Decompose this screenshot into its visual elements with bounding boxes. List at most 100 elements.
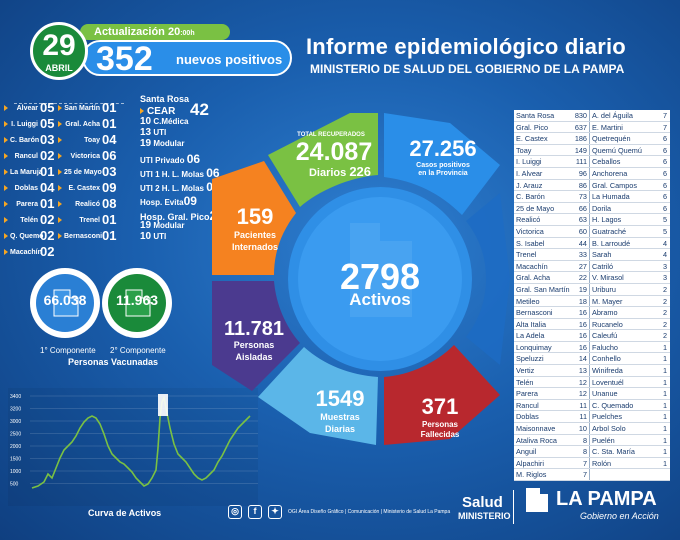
table-cell-name: Toay (516, 145, 532, 155)
locality-name: Macachín (10, 248, 42, 256)
locality-row: La Maruja01 (4, 164, 54, 180)
locality-name: Victorica (70, 152, 100, 160)
vaccine-first-circle: 66.038 (30, 268, 100, 338)
uti-privado-value: 06 (186, 152, 201, 166)
locality-value: 04 (102, 132, 117, 147)
table-row: M. Riglos 7 (514, 469, 670, 481)
table-cell-value: 11 (572, 411, 590, 423)
active-curve-chart: 3400 3200 3000 2500 2000 1500 1000 500 (8, 388, 258, 506)
table-row: Lonquimay 16 Falucho 1 (514, 341, 670, 354)
positives-label-1: Casos positivos (416, 162, 470, 169)
locality-value: 09 (102, 180, 117, 195)
breakdown-label: UTI (153, 232, 167, 241)
locality-name: San Martín (64, 104, 100, 112)
table-cell-value: 1 (662, 458, 667, 468)
pico-breakdown-line: 19 Modular (140, 220, 184, 231)
table-cell-name: Vertiz (516, 366, 535, 376)
locality-name: La Maruja (10, 168, 43, 176)
date-month: ABRIL (45, 63, 73, 73)
table-row: Telén 12 Loventuél 1 (514, 376, 670, 389)
date-day: 29 (42, 29, 76, 62)
table-cell-value: 16 (572, 318, 590, 330)
locality-name: Telén (20, 216, 38, 224)
table-row: Rancul 11 C. Quemado 1 (514, 399, 670, 412)
y-tick-label: 1000 (10, 469, 21, 475)
locality-row: Realicó 08 (58, 196, 116, 212)
table-row: 25 de Mayo 66 Dorila 6 (514, 202, 670, 215)
table-row: Speluzzi 14 Conhello 1 (514, 353, 670, 366)
deceased-value: 371 (421, 394, 459, 419)
table-cell-name: Speluzzi (516, 354, 544, 364)
table-cell-value: 6 (662, 145, 667, 155)
table-cell-value: 96 (572, 167, 590, 179)
update-time-bar: Actualización 20:00h (80, 24, 230, 40)
facebook-icon[interactable]: f (248, 505, 262, 519)
cear-breakdown-line: 19 Modular (140, 138, 184, 149)
cear-breakdown-line: 10 C.Médica (140, 116, 188, 127)
table-cell-name: V. Mirasol (592, 273, 624, 283)
locality-name: Gral. Acha (65, 120, 100, 128)
divider (64, 103, 124, 104)
table-cell-name: Lonquimay (516, 342, 552, 352)
vaccine-first-value: 66.038 (43, 292, 87, 308)
table-cell-value: 6 (662, 192, 667, 202)
table-cell-name: La Adela (516, 331, 545, 341)
arrow-icon (58, 153, 62, 159)
table-cell-value: 1 (662, 342, 667, 352)
twitter-icon[interactable]: ✦ (268, 505, 282, 519)
table-cell-name: Abramo (592, 308, 618, 318)
arrow-icon (4, 249, 8, 255)
table-cell-value: 7 (662, 111, 667, 120)
locality-name: Trenel (79, 216, 100, 224)
table-cell-name: H. Lagos (592, 215, 622, 225)
table-cell-value: 12 (572, 376, 590, 388)
table-cell-name: Guatraché (592, 226, 627, 236)
table-cell-name: 25 de Mayo (516, 203, 555, 213)
table-cell-name: C. Sta. María (592, 447, 635, 457)
table-cell-value: 6 (662, 134, 667, 144)
table-cell-value: 6 (662, 168, 667, 178)
table-cell-name: Gral. Pico (516, 122, 549, 132)
ministerio-label: MINISTERIO (458, 511, 511, 521)
table-cell-name: Anguil (516, 447, 537, 457)
table-row: I. Luiggi 111 Ceballos 6 (514, 156, 670, 168)
locality-name: Realicó (75, 200, 100, 208)
table-cell-value: 8 (572, 434, 590, 446)
recovered-label: TOTAL RECUPERADOS (297, 132, 365, 138)
new-positives-bar: 352 nuevos positivos (82, 40, 292, 76)
table-cell-name: Loventuél (592, 377, 624, 387)
table-cell-name: Telén (516, 377, 534, 387)
hosp-pico-label: Hosp. Gral. Pico (140, 212, 210, 222)
daily-value: 226 (349, 164, 372, 179)
y-tick-label: 2000 (10, 444, 21, 450)
locality-value: 01 (102, 116, 117, 131)
page-subtitle: MINISTERIO DE SALUD DEL GOBIERNO DE LA P… (310, 62, 625, 76)
table-cell-name: I. Luiggi (516, 157, 542, 167)
hosp-evita: Hosp. Evita09 (140, 194, 197, 208)
y-tick-label: 3000 (10, 419, 21, 425)
table-cell-name: I. Alvear (516, 168, 543, 178)
locality-value: 01 (102, 212, 117, 227)
table-row: Ataliva Roca 8 Puelén 1 (514, 434, 670, 447)
table-cell-value: 1 (662, 412, 667, 422)
table-cell-value: 10 (572, 423, 590, 434)
vaccine-caption: Personas Vacunadas (68, 357, 159, 367)
table-cell-value: 111 (572, 156, 590, 167)
instagram-icon[interactable]: ◎ (228, 505, 242, 519)
locality-row: Toay 04 (58, 132, 116, 148)
table-row: J. Arauz 86 Gral. Campos 6 (514, 179, 670, 192)
arrow-icon (4, 201, 8, 207)
locality-value: 06 (102, 148, 117, 163)
center-ring (212, 113, 510, 445)
table-cell-value: 44 (572, 237, 590, 249)
table-cell-value: 4 (662, 250, 667, 260)
locality-row: Trenel 01 (58, 212, 116, 228)
table-row: Doblas 11 Puelches 1 (514, 411, 670, 424)
cear-text: CEAR (147, 106, 176, 117)
arrow-icon (58, 185, 62, 191)
locality-value: 01 (102, 228, 117, 243)
new-positives-label: nuevos positivos (176, 52, 283, 67)
locality-value: 03 (40, 132, 55, 147)
breakdown-count: 10 (140, 116, 152, 127)
positives-segment (384, 113, 500, 215)
